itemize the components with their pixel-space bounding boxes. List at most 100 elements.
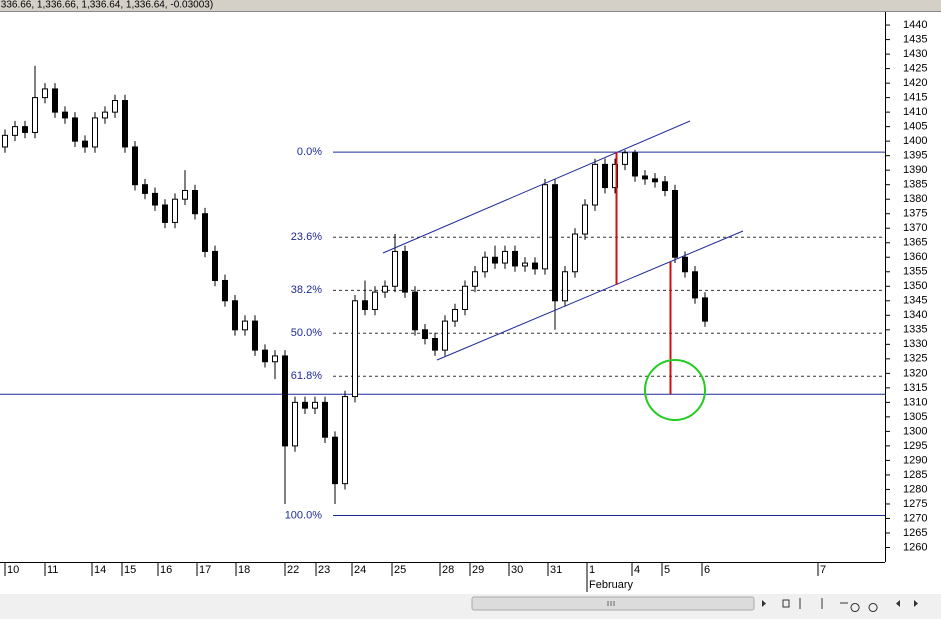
candle-body bbox=[382, 285, 388, 293]
candle-body bbox=[262, 349, 268, 363]
scroll-right[interactable] bbox=[762, 600, 766, 607]
fib-label: 61.8% bbox=[291, 370, 322, 382]
candle-body bbox=[332, 436, 338, 485]
candle-body bbox=[212, 250, 218, 281]
plot: 1260126512701275128012851290129513001305… bbox=[0, 19, 927, 592]
y-tick-label: 1345 bbox=[903, 295, 927, 307]
y-tick-label: 1315 bbox=[903, 382, 927, 394]
candle-body bbox=[372, 291, 378, 310]
candle-body bbox=[552, 184, 558, 302]
x-tick-label: 10 bbox=[7, 564, 19, 576]
candle-body bbox=[622, 152, 628, 165]
candle-body bbox=[452, 308, 458, 322]
candle-body bbox=[642, 175, 648, 180]
y-tick-label: 1440 bbox=[903, 19, 927, 31]
candle-body bbox=[592, 163, 598, 206]
candle-body bbox=[392, 250, 398, 287]
candle-body bbox=[72, 117, 78, 142]
candle-body bbox=[602, 163, 608, 189]
candle-body bbox=[422, 329, 428, 340]
y-tick-label: 1320 bbox=[903, 367, 927, 379]
y-tick-label: 1360 bbox=[903, 251, 927, 263]
y-tick-label: 1380 bbox=[903, 193, 927, 205]
candle-body bbox=[412, 291, 418, 331]
y-tick-label: 1370 bbox=[903, 222, 927, 234]
candle-body bbox=[312, 401, 318, 409]
candle-body bbox=[22, 126, 28, 133]
target-circle bbox=[644, 359, 706, 421]
candle-body bbox=[32, 97, 38, 133]
y-tick-label: 1295 bbox=[903, 440, 927, 452]
x-tick-label: 31 bbox=[550, 564, 562, 576]
candle-body bbox=[572, 233, 578, 273]
y-tick-label: 1325 bbox=[903, 353, 927, 365]
candle-body bbox=[352, 300, 358, 398]
y-tick-label: 1275 bbox=[903, 498, 927, 510]
y-tick-label: 1290 bbox=[903, 454, 927, 466]
candle-body bbox=[472, 271, 478, 287]
x-tick-label: 23 bbox=[318, 564, 330, 576]
y-tick-label: 1425 bbox=[903, 63, 927, 75]
y-tick-label: 1300 bbox=[903, 425, 927, 437]
fib-label: 50.0% bbox=[291, 327, 322, 339]
candle-body bbox=[242, 320, 248, 331]
y-tick-label: 1400 bbox=[903, 135, 927, 147]
candle-body bbox=[302, 401, 308, 409]
candle-body bbox=[92, 117, 98, 148]
y-tick-label: 1415 bbox=[903, 92, 927, 104]
y-tick-label: 1420 bbox=[903, 77, 927, 89]
candle-body bbox=[492, 256, 498, 264]
candle-body bbox=[202, 213, 208, 252]
status-text: ,336.66, 1,336.66, 1,336.64, 1,336.64, -… bbox=[0, 0, 213, 11]
y-tick-label: 1310 bbox=[903, 396, 927, 408]
y-tick-label: 1260 bbox=[903, 541, 927, 553]
candle-body bbox=[102, 111, 108, 119]
candle-body bbox=[542, 184, 548, 270]
y-tick-label: 1395 bbox=[903, 150, 927, 162]
fib-label: 38.2% bbox=[291, 284, 322, 296]
candle-body bbox=[662, 181, 668, 191]
candle-body bbox=[342, 396, 348, 485]
x-tick-label: 22 bbox=[287, 564, 299, 576]
candle-body bbox=[432, 338, 438, 351]
candle-body bbox=[362, 300, 368, 310]
y-tick-label: 1330 bbox=[903, 338, 927, 350]
candle-body bbox=[142, 184, 148, 194]
candle-body bbox=[52, 88, 58, 113]
toolbar-icons[interactable] bbox=[782, 598, 878, 612]
x-tick-label: 14 bbox=[94, 564, 106, 576]
x-tick-label: 15 bbox=[124, 564, 136, 576]
candle-body bbox=[632, 152, 638, 177]
x-tick-label: 29 bbox=[472, 564, 484, 576]
x-tick-label: 4 bbox=[634, 564, 640, 576]
y-tick-label: 1285 bbox=[903, 469, 927, 481]
candle-body bbox=[672, 189, 678, 258]
x-tick-label: 16 bbox=[160, 564, 172, 576]
candle-body bbox=[532, 262, 538, 270]
candle-body bbox=[172, 198, 178, 223]
candle-body bbox=[42, 88, 48, 99]
x-tick-label: 18 bbox=[238, 564, 250, 576]
candle-body bbox=[562, 271, 568, 302]
fib-label: 23.6% bbox=[291, 231, 322, 243]
scrollbar-thumb[interactable] bbox=[471, 596, 755, 611]
candle-body bbox=[2, 134, 8, 148]
y-tick-label: 1385 bbox=[903, 179, 927, 191]
candle-body bbox=[222, 279, 228, 302]
candle-body bbox=[252, 320, 258, 351]
candle-body bbox=[692, 271, 698, 299]
y-tick-label: 1410 bbox=[903, 106, 927, 118]
y-tick-label: 1305 bbox=[903, 411, 927, 423]
channel-upper bbox=[382, 120, 691, 254]
x-tick-label: 1 bbox=[589, 564, 595, 576]
candle-body bbox=[82, 140, 88, 148]
candle-body bbox=[282, 355, 288, 447]
x-group-label: February bbox=[589, 579, 634, 591]
candle-body bbox=[652, 178, 658, 183]
y-tick-label: 1355 bbox=[903, 266, 927, 278]
y-tick-label: 1405 bbox=[903, 121, 927, 133]
candle-body bbox=[152, 192, 158, 206]
candle-body bbox=[482, 256, 488, 273]
candle-body bbox=[112, 100, 118, 113]
